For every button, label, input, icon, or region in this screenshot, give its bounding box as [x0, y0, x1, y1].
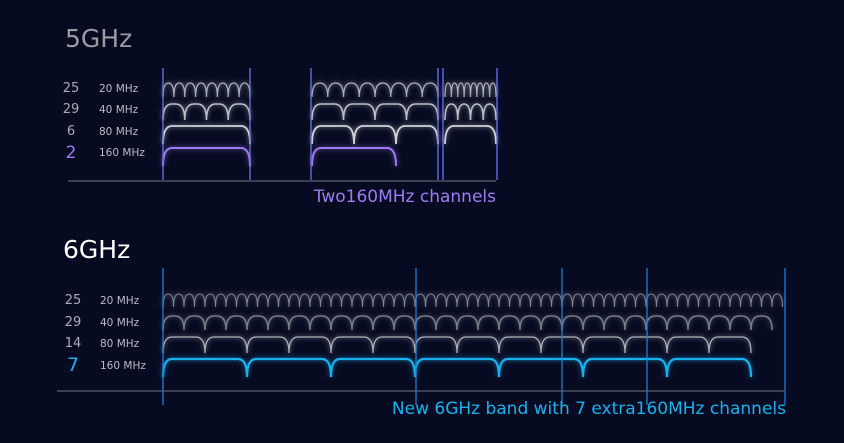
- channel-5ghz-160mhz: [311, 147, 397, 167]
- label-5ghz-160: 160 MHz: [99, 147, 145, 159]
- wave-5ghz-40mhz: [311, 103, 439, 121]
- count-6ghz-40: 29: [64, 315, 82, 330]
- wave-5ghz-40mhz: [444, 103, 497, 121]
- wave-5ghz-20mhz: [311, 82, 439, 98]
- wave-5ghz-80mhz: [444, 125, 497, 145]
- wave-5ghz-40mhz: [162, 103, 251, 121]
- label-6ghz-20: 20 MHz: [100, 295, 140, 307]
- wave-5ghz-80mhz: [311, 125, 439, 145]
- channel-5ghz-160mhz-glow: [161, 146, 252, 167]
- wave-5ghz-80mhz-glow: [310, 124, 440, 145]
- channel-5ghz-160mhz: [162, 147, 251, 167]
- wave-5ghz-20mhz: [162, 82, 251, 98]
- wave-5ghz-80mhz: [162, 125, 251, 145]
- wave-6ghz-20mhz: [162, 293, 784, 308]
- label-6ghz-80: 80 MHz: [100, 338, 140, 350]
- caption-6ghz: New 6GHz band with 7 extra160MHz channel…: [391, 399, 786, 419]
- label-5ghz-20: 20 MHz: [99, 83, 139, 95]
- count-6ghz-80: 14: [64, 336, 82, 351]
- wave-5ghz-80mhz-glow: [443, 124, 498, 145]
- count-5ghz-20: 25: [62, 81, 80, 96]
- label-6ghz-40: 40 MHz: [100, 317, 140, 329]
- channel-5ghz-160mhz-glow: [310, 146, 398, 167]
- count-6ghz-160: 7: [66, 354, 80, 376]
- label-5ghz-80: 80 MHz: [99, 126, 139, 138]
- channel-6ghz-160mhz: [161, 357, 753, 378]
- wave-6ghz-40mhz-glow: [161, 314, 774, 331]
- count-5ghz-160: 2: [65, 143, 77, 163]
- count-6ghz-20: 25: [64, 293, 82, 308]
- wave-5ghz-20mhz: [444, 82, 497, 98]
- count-5ghz-80: 6: [66, 124, 76, 139]
- band-5ghz-title: 5GHz: [65, 24, 133, 53]
- wave-5ghz-80mhz-glow: [161, 124, 252, 145]
- band-6ghz-title: 6GHz: [63, 235, 131, 264]
- caption-5ghz: Two160MHz channels: [313, 187, 496, 207]
- label-5ghz-40: 40 MHz: [99, 104, 139, 116]
- label-6ghz-160: 160 MHz: [100, 360, 146, 372]
- count-5ghz-40: 29: [62, 102, 80, 117]
- wave-6ghz-40mhz: [162, 315, 773, 331]
